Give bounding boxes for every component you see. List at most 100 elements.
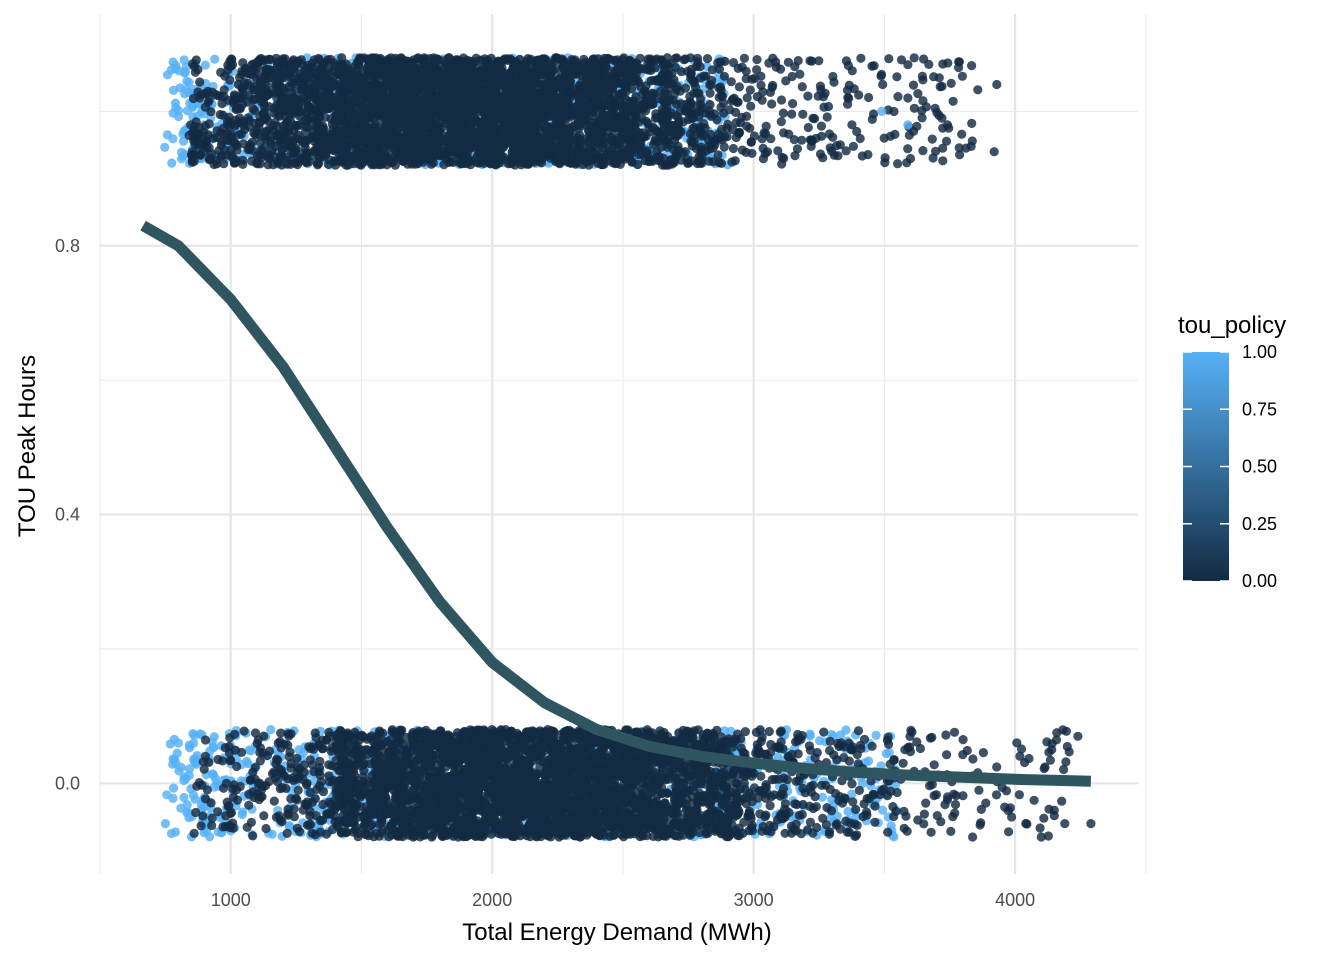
scatter-point [480,89,490,99]
scatter-point [250,130,260,140]
scatter-point [676,67,687,77]
scatter-point [793,56,803,66]
scatter-point [388,77,398,87]
scatter-point [779,128,789,138]
scatter-point [445,66,455,76]
scatter-point [752,65,762,75]
scatter-point [542,89,552,100]
scatter-point [803,91,813,101]
scatter-point [657,108,667,118]
scatter-point [757,134,767,144]
scatter-point [204,119,214,129]
scatter-point [216,140,226,150]
scatter-point [816,85,826,95]
scatter-point [225,56,235,66]
scatter-point [270,117,280,128]
scatter-point [739,53,750,63]
scatter-point [918,146,928,156]
scatter-point [544,137,555,147]
scatter-point [284,60,294,70]
scatter-point [520,99,530,109]
scatter-point [639,103,649,113]
scatter-point [215,110,225,120]
scatter-point [195,77,205,87]
scatter-point [374,148,385,158]
scatter-point [734,128,744,138]
scatter-point [869,61,879,71]
scatter-point [857,151,867,161]
scatter-point [501,99,511,109]
scatter-point [852,126,862,137]
scatter-point [747,74,757,84]
scatter-point [328,66,338,76]
scatter-point [495,149,505,160]
scatter-point [737,145,748,155]
scatter-point [277,99,287,109]
scatter-point [927,134,937,144]
scatter-point [237,66,247,76]
scatter-point [424,82,434,92]
scatter-point [634,150,644,160]
scatter-point [584,62,594,72]
scatter-point [368,54,378,64]
scatter-point [955,150,965,160]
scatter-point-outlier [934,73,944,83]
scatter-point [316,129,326,139]
scatter-point [430,58,440,68]
scatter-point [556,131,566,141]
scatter-point [374,83,384,94]
scatter-point [762,147,773,157]
scatter-point [768,80,778,90]
scatter-point [792,144,803,154]
scatter-point [603,54,614,64]
scatter-point [771,62,781,72]
scatter-point [707,137,717,147]
scatter-point [967,118,977,128]
scatter-point [321,148,331,158]
scatter-point [504,108,514,118]
scatter-point [402,126,412,136]
scatter-point [818,153,828,163]
scatter-point [275,151,286,161]
scatter-point [337,67,348,77]
scatter-point [422,135,432,145]
scatter-point [752,92,763,102]
scatter-point [404,137,414,147]
scatter-point [777,159,787,169]
scatter-point [477,148,487,158]
scatter-point [876,71,886,81]
scatter-point [239,117,249,127]
scatter-point [707,65,717,75]
scatter-point [365,132,375,142]
scatter-point [168,108,178,118]
scatter-point [345,142,355,152]
scatter-point [344,82,354,92]
scatter-point [746,137,756,147]
scatter-point [803,122,813,133]
scatter-point [954,63,964,73]
scatter-point [160,142,170,152]
scatter-point [200,60,210,70]
scatter-point [419,95,429,105]
scatter-point [704,156,714,166]
scatter-point [957,129,967,139]
scatter-point [884,54,894,64]
scatter-point [624,130,634,140]
scatter-point-outlier [937,113,947,123]
scatter-point [535,55,545,65]
scatter-point [807,136,817,146]
scatter-point-outlier [905,153,916,164]
scatter-point [344,150,354,160]
scatter-point [315,96,325,106]
scatter-point [539,128,550,138]
scatter-point [776,95,787,105]
scatter-point [776,117,786,127]
scatter-point [444,157,454,167]
scatter-point [550,76,560,86]
scatter-point [244,90,254,100]
scatter-point [296,55,306,65]
scatter-point [702,54,713,64]
scatter-point [819,102,829,112]
scatter-point [957,71,968,81]
scatter-point [814,56,824,66]
